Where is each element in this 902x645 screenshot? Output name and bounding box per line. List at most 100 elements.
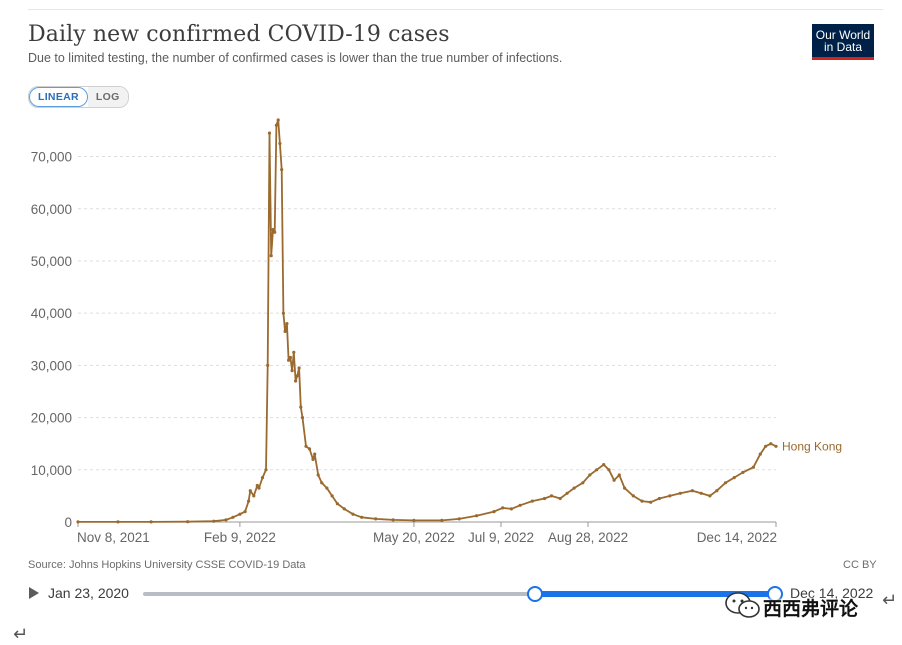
data-point (116, 520, 120, 524)
data-point (492, 510, 496, 514)
data-point (612, 478, 616, 482)
data-point (285, 322, 289, 326)
series-label: Hong Kong (782, 439, 842, 453)
timeline-start-handle[interactable] (527, 586, 543, 602)
data-point (581, 481, 585, 485)
data-point (304, 444, 308, 448)
data-point (260, 476, 265, 480)
data-point (307, 447, 312, 451)
x-tick-label: May 20, 2022 (373, 530, 455, 545)
data-point (149, 520, 153, 524)
data-point (283, 329, 287, 333)
data-point (281, 311, 285, 315)
log-button[interactable]: LOG (87, 87, 128, 107)
data-point (708, 494, 712, 498)
data-point (330, 494, 334, 498)
data-point (640, 499, 644, 503)
data-point (607, 468, 611, 472)
data-point (565, 491, 569, 495)
data-point (751, 465, 756, 469)
data-point (595, 468, 599, 472)
y-tick-label: 70,000 (31, 150, 72, 165)
data-point (509, 507, 513, 511)
scale-toggle: LINEAR LOG (28, 86, 129, 108)
data-point (320, 481, 324, 485)
data-point (297, 366, 301, 370)
data-point (588, 473, 592, 477)
y-tick-label: 50,000 (31, 254, 72, 269)
data-point (602, 463, 606, 467)
data-point (649, 500, 653, 504)
line-chart: 0 10,000 20,000 30,000 40,000 50,000 60,000 70,… (31, 118, 842, 545)
data-point (715, 489, 719, 493)
data-point (325, 486, 329, 490)
data-point (657, 496, 662, 501)
data-point (501, 506, 505, 510)
logo-line-1: Our World (815, 28, 871, 42)
data-point (741, 470, 745, 474)
data-point (457, 517, 461, 521)
linear-button[interactable]: LINEAR (29, 87, 88, 107)
timeline-end-handle[interactable] (767, 586, 783, 602)
data-point (224, 518, 228, 522)
data-point (274, 123, 278, 127)
data-point (374, 517, 378, 521)
y-tick-label: 60,000 (31, 202, 72, 217)
data-point (617, 473, 621, 477)
data-point (255, 483, 259, 488)
data-point (723, 481, 728, 485)
top-divider (28, 9, 883, 10)
data-point (269, 254, 273, 258)
data-point (257, 486, 261, 490)
data-point (530, 499, 534, 503)
data-point (764, 444, 768, 448)
x-tick-label: Jul 9, 2022 (468, 530, 534, 545)
data-point (294, 379, 298, 383)
x-tick-label: Aug 28, 2022 (548, 530, 628, 545)
y-tick-label: 30,000 (31, 358, 72, 373)
data-point (280, 168, 284, 172)
data-point (313, 452, 317, 456)
data-point (549, 494, 554, 498)
x-tick-label: Dec 14, 2022 (697, 530, 777, 545)
data-point (266, 363, 270, 367)
data-point (316, 473, 320, 477)
license-link[interactable]: CC BY (843, 559, 877, 571)
data-point (678, 491, 682, 495)
data-point (732, 476, 736, 480)
data-point (335, 502, 339, 506)
data-point (412, 518, 416, 523)
data-point (475, 514, 479, 518)
data-point (690, 489, 695, 493)
source-note: Source: Johns Hopkins University CSSE CO… (28, 559, 306, 571)
logo-line-2: in Data (823, 40, 863, 54)
data-point (271, 228, 275, 232)
data-point (631, 494, 635, 498)
owid-logo[interactable]: Our World in Data (812, 24, 874, 60)
timeline-track[interactable] (143, 592, 775, 596)
data-point (276, 118, 280, 122)
play-icon[interactable] (29, 587, 39, 599)
data-point (299, 405, 303, 409)
y-tick-label: 40,000 (31, 306, 72, 321)
data-point (758, 452, 762, 456)
data-point (267, 131, 272, 135)
data-point (287, 358, 291, 362)
data-point (623, 486, 627, 490)
chart-subtitle: Due to limited testing, the number of co… (28, 51, 563, 65)
data-point (238, 512, 242, 516)
data-point (278, 141, 282, 146)
data-point (774, 444, 778, 448)
watermark-text: 西西弗评论 (763, 598, 859, 620)
data-point (391, 518, 395, 522)
timeline-start-label: Jan 23, 2020 (48, 585, 129, 601)
data-point (288, 355, 292, 360)
data-point (295, 374, 299, 378)
data-point (186, 520, 190, 524)
series-line (78, 119, 777, 523)
data-point (212, 519, 216, 523)
data-point (243, 510, 247, 514)
data-point (292, 350, 296, 354)
data-point (518, 503, 522, 507)
data-point (311, 457, 315, 461)
